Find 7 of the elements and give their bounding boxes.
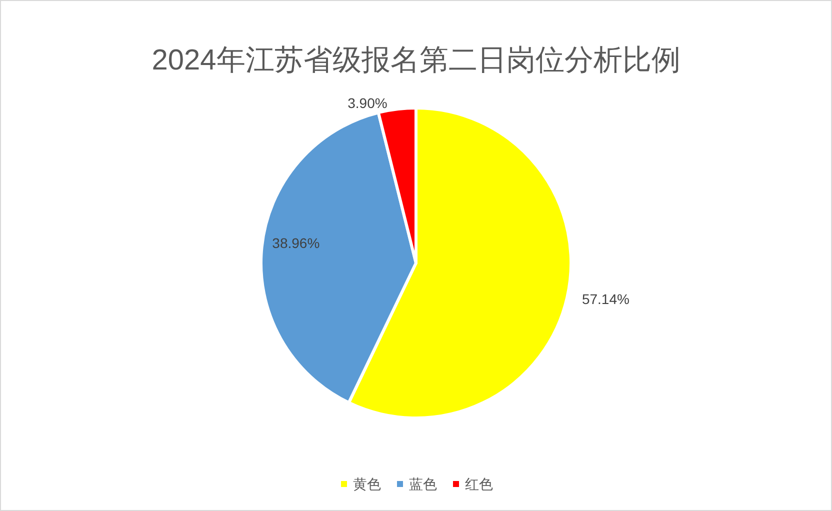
legend-label: 红色	[465, 476, 493, 492]
chart-title: 2024年江苏省级报名第二日岗位分析比例	[152, 44, 680, 76]
legend-label: 蓝色	[409, 476, 437, 492]
data-label: 3.90%	[348, 95, 388, 112]
legend-label: 黄色	[353, 476, 381, 492]
data-label: 57.14%	[582, 290, 630, 307]
data-label: 38.96%	[272, 234, 320, 251]
